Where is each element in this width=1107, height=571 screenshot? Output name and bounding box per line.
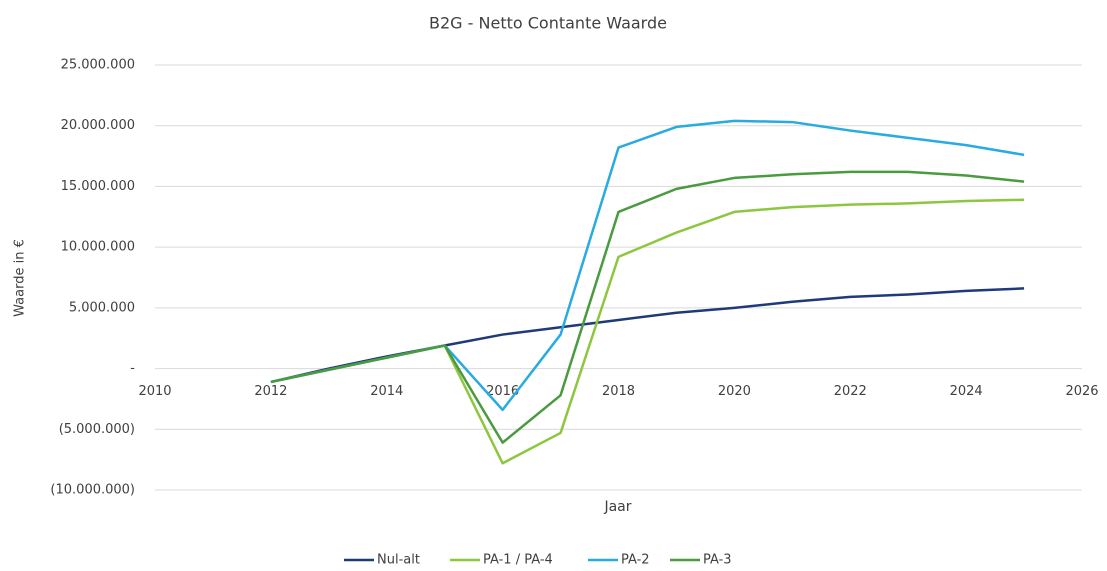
y-tick-label: 10.000.000 [61, 240, 135, 255]
series-line [270, 287, 1025, 384]
legend-label: PA-1 / PA-4 [483, 553, 553, 568]
y-tick-label: (5.000.000) [59, 422, 135, 437]
x-tick-label: 2020 [718, 384, 751, 399]
y-tick-label: 25.000.000 [61, 58, 135, 73]
series-line [270, 170, 1025, 444]
x-tick-label: 2010 [138, 384, 171, 399]
x-tick-label: 2012 [254, 384, 287, 399]
x-tick-label: 2018 [602, 384, 635, 399]
legend-label: PA-2 [621, 553, 650, 568]
x-tick-label: 2024 [950, 384, 983, 399]
y-tick-label: 5.000.000 [69, 300, 135, 315]
y-tick-label: (10.000.000) [50, 483, 135, 498]
series-line [270, 198, 1025, 465]
x-axis-label: Jaar [603, 499, 631, 515]
legend-label: Nul-alt [377, 553, 420, 568]
legend-label: PA-3 [703, 553, 732, 568]
y-tick-label: 20.000.000 [61, 118, 135, 133]
y-axis-label: Waarde in € [13, 239, 28, 317]
series-line [270, 119, 1025, 412]
x-tick-label: 2016 [486, 384, 519, 399]
x-tick-label: 2022 [834, 384, 867, 399]
x-tick-label: 2026 [1065, 384, 1098, 399]
x-tick-label: 2014 [370, 384, 403, 399]
y-tick-label: 15.000.000 [61, 179, 135, 194]
y-tick-label: - [130, 361, 135, 376]
chart-title: B2G - Netto Contante Waarde [429, 14, 667, 33]
